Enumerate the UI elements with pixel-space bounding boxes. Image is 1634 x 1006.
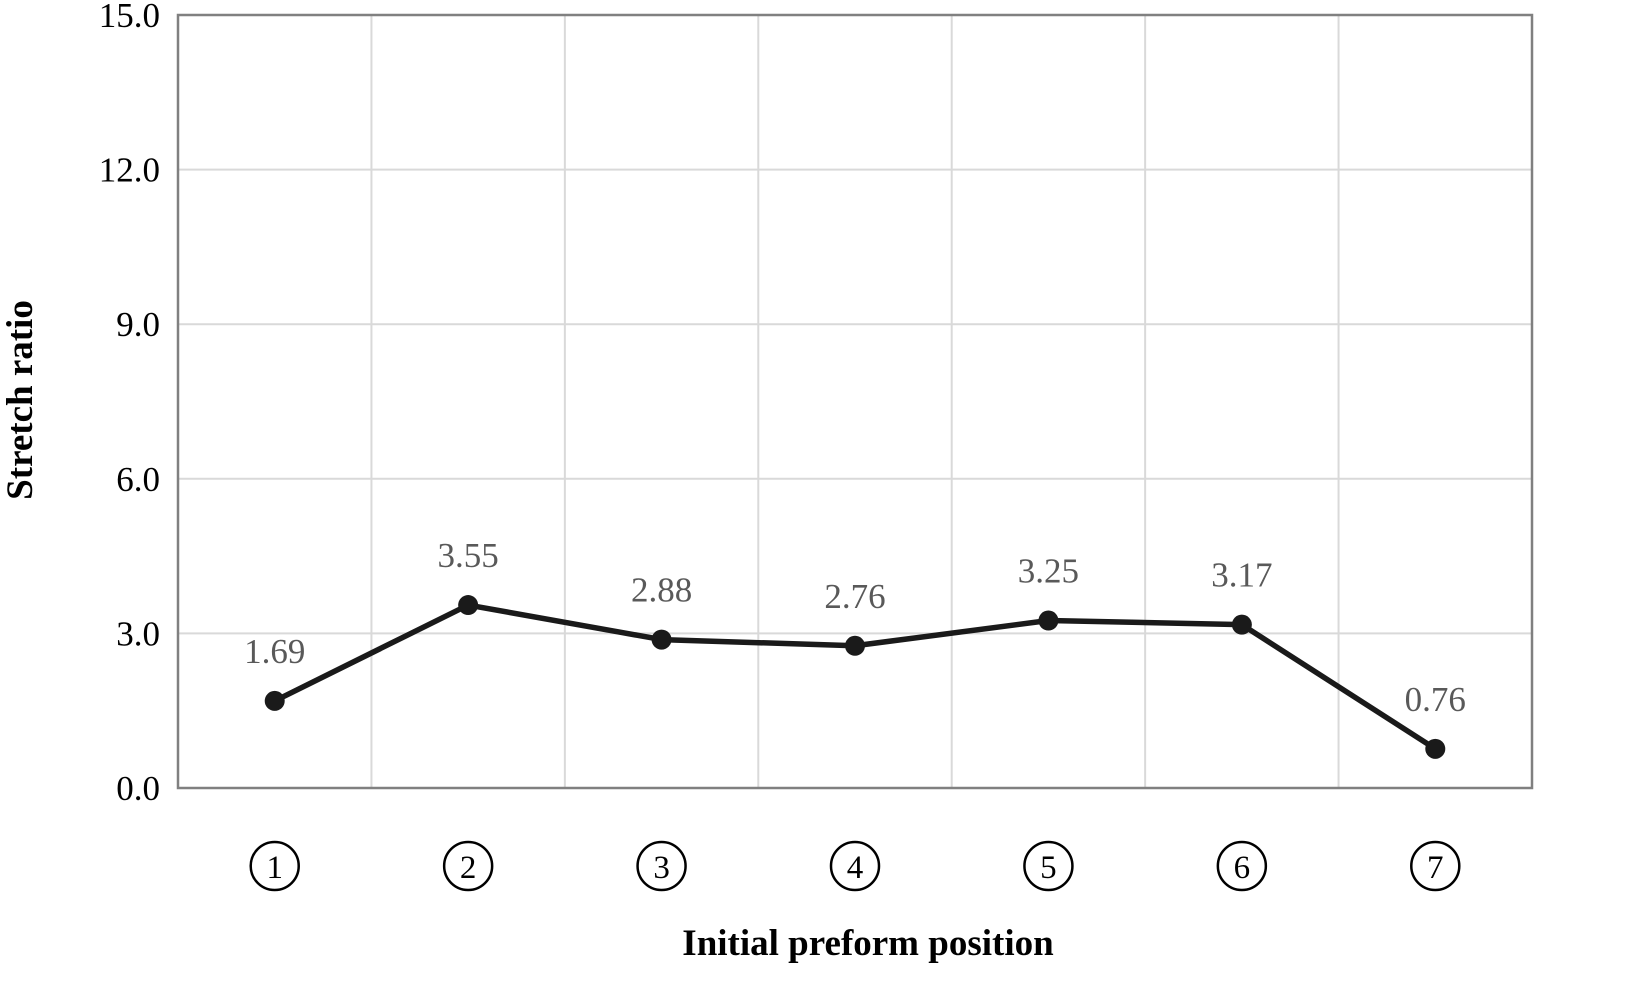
category-number: 7: [1427, 850, 1444, 886]
category-circle: [829, 840, 881, 892]
category-circle: [636, 840, 687, 892]
data-label: 3.17: [1211, 556, 1272, 595]
data-label: 2.88: [631, 571, 692, 610]
data-point: [1231, 614, 1252, 635]
data-label: 3.25: [1018, 552, 1079, 591]
data-labels: 1.69 3.55 2.88 2.76 3.25 3.17 0.76: [244, 536, 1466, 719]
category-circle: [249, 840, 300, 892]
data-label: 3.55: [438, 536, 499, 575]
x-axis-title: Initial preform position: [682, 923, 1054, 964]
data-point: [264, 690, 285, 711]
data-point: [845, 635, 865, 656]
vertical-gridlines: [370, 15, 1340, 788]
category-label: 1: [249, 840, 300, 892]
data-point: [651, 629, 672, 650]
data-series-line: [271, 602, 1439, 752]
category-label: 6: [1216, 840, 1268, 892]
data-point: [1038, 610, 1059, 631]
category-circle: [1216, 840, 1268, 892]
category-label: 3: [636, 840, 687, 892]
data-label: 2.76: [824, 577, 885, 616]
category-circle: [442, 840, 494, 892]
data-point: [458, 595, 479, 616]
y-tick-label: 9.0: [116, 305, 160, 344]
category-circle: [1410, 840, 1461, 892]
data-label: 0.76: [1405, 680, 1466, 719]
y-tick-label: 3.0: [116, 614, 160, 653]
data-point-markers: [264, 595, 1446, 759]
x-axis-category-labels: 1 2 3 4 5 6 7: [249, 840, 1461, 892]
category-number: 4: [847, 850, 864, 886]
category-number: 3: [653, 850, 670, 886]
y-tick-label: 6.0: [116, 460, 160, 499]
y-axis-tick-labels: 0.0 3.0 6.0 9.0 12.0 15.0: [99, 0, 160, 808]
category-label: 2: [442, 840, 494, 892]
y-axis-title: Stretch ratio: [0, 300, 41, 500]
category-number: 6: [1234, 850, 1251, 886]
category-number: 5: [1040, 850, 1057, 886]
data-label: 1.69: [244, 632, 305, 671]
category-number: 2: [460, 850, 477, 886]
y-tick-label: 0.0: [116, 769, 160, 808]
category-label: 7: [1410, 840, 1461, 892]
y-tick-label: 15.0: [99, 0, 160, 35]
category-number: 1: [266, 850, 283, 886]
data-point: [1425, 738, 1446, 759]
y-tick-label: 12.0: [99, 151, 160, 190]
category-circle: [1023, 840, 1074, 892]
horizontal-gridlines: [178, 14, 1532, 789]
category-label: 5: [1023, 840, 1074, 892]
plot-border: [176, 13, 1534, 790]
category-label: 4: [829, 840, 881, 892]
series-line: [271, 602, 1439, 752]
